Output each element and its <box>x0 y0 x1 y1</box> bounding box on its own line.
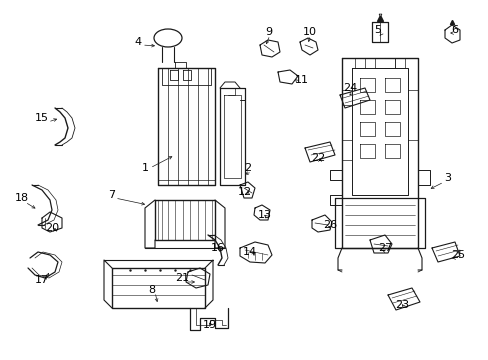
Text: 27: 27 <box>377 243 391 253</box>
Text: 8: 8 <box>148 285 155 295</box>
Text: 13: 13 <box>258 210 271 220</box>
Text: 6: 6 <box>450 25 458 35</box>
Text: 11: 11 <box>294 75 308 85</box>
Text: 18: 18 <box>15 193 29 203</box>
Text: 23: 23 <box>394 300 408 310</box>
Text: 1: 1 <box>141 163 148 173</box>
Text: 26: 26 <box>322 220 336 230</box>
Text: 16: 16 <box>210 243 224 253</box>
Text: 21: 21 <box>175 273 189 283</box>
Text: 15: 15 <box>35 113 49 123</box>
Text: 2: 2 <box>244 163 251 173</box>
Text: 4: 4 <box>134 37 141 47</box>
Text: 19: 19 <box>203 320 217 330</box>
Text: 14: 14 <box>243 247 257 257</box>
Text: 9: 9 <box>265 27 272 37</box>
Text: 17: 17 <box>35 275 49 285</box>
Text: 24: 24 <box>342 83 356 93</box>
Text: 25: 25 <box>450 250 464 260</box>
Text: 22: 22 <box>310 153 325 163</box>
Text: 10: 10 <box>303 27 316 37</box>
Text: 12: 12 <box>238 187 251 197</box>
Text: 3: 3 <box>444 173 450 183</box>
Text: 20: 20 <box>45 223 59 233</box>
Text: 5: 5 <box>374 25 381 35</box>
Text: 7: 7 <box>108 190 115 200</box>
